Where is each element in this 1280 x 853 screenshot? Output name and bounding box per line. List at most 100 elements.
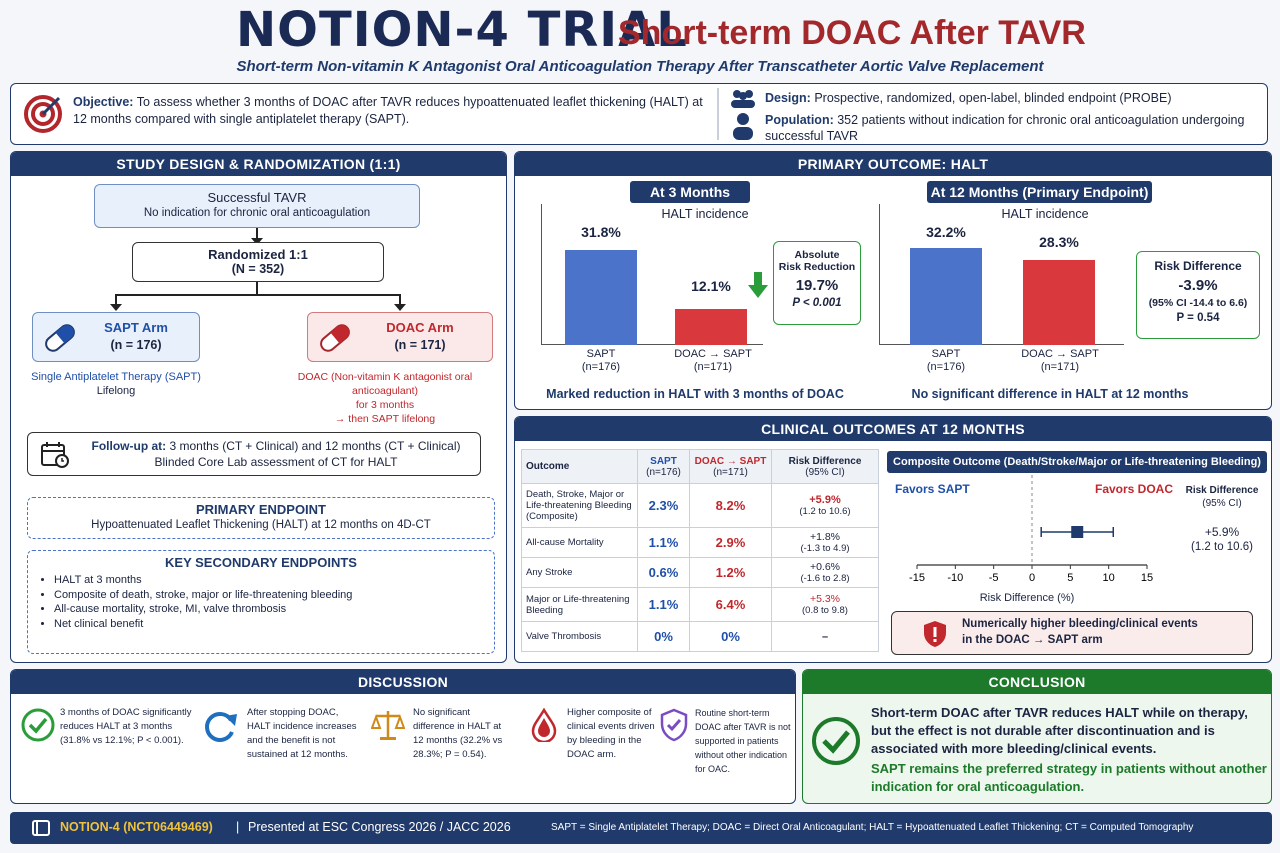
primary-endpoint-box: PRIMARY ENDPOINT Hypoattenuated Leaflet … — [27, 497, 495, 539]
col-rd: Risk Difference (95% CI) — [771, 449, 879, 484]
col-rd-ci: (95% CI) — [805, 466, 845, 478]
objective-text-block: Objective: To assess whether 3 months of… — [73, 94, 713, 128]
arr-box: Absolute Risk Reduction 19.7% P < 0.001 — [773, 241, 861, 325]
secondary-endpoints-head: KEY SECONDARY ENDPOINTS — [165, 555, 357, 570]
sapt-desc-2: Lifelong — [96, 385, 136, 397]
label-12m-doac-name: DOAC → SAPT — [1021, 348, 1099, 360]
primary-endpoint-head: PRIMARY ENDPOINT — [195, 502, 326, 517]
caption-3m: Marked reduction in HALT with 3 months o… — [546, 387, 844, 401]
secondary-endpoint-item: Composite of death, stroke, major or lif… — [54, 588, 494, 603]
col-sapt-label: SAPT — [650, 455, 677, 467]
warning-box: Numerically higher bleeding/clinical eve… — [891, 611, 1253, 655]
forest-tick-label: -15 — [909, 572, 925, 584]
chip-3-months: At 3 Months — [630, 181, 750, 203]
sapt-arm-n: (n = 176) — [110, 338, 162, 352]
followup-text: 3 months (CT + Clinical) and 12 months (… — [169, 439, 461, 453]
row-sapt: 1.1% — [637, 527, 690, 558]
forest-tick-label: -5 — [989, 572, 999, 584]
halt-label-3m: HALT incidence — [661, 207, 749, 221]
book-icon — [32, 820, 50, 836]
blood-drop-icon — [531, 708, 557, 742]
clinical-outcomes-head: CLINICAL OUTCOMES AT 12 MONTHS — [515, 417, 1271, 441]
halt-label-12m: HALT incidence — [1001, 207, 1089, 221]
randomized-title: Randomized 1:1 — [208, 247, 308, 262]
footer-separator: | — [236, 820, 240, 834]
row-rd: +1.8% — [809, 531, 841, 543]
table-row: Valve Thrombosis 0% 0% – — [521, 621, 879, 652]
discussion-text: Routine short-term DOAC after TAVR is no… — [695, 708, 791, 774]
row-doac: 6.4% — [689, 587, 772, 622]
label-12m-sapt-n: (n=176) — [926, 361, 966, 373]
secondary-endpoints-box: KEY SECONDARY ENDPOINTS HALT at 3 months… — [27, 550, 495, 654]
forest-head: Composite Outcome (Death/Stroke/Major or… — [887, 451, 1267, 473]
table-row: Any Stroke 0.6% 1.2% +0.6% (-1.6 to 2.8) — [521, 557, 879, 588]
row-ci: (1.2 to 10.6) — [799, 506, 851, 517]
row-rd-cell: +5.3% (0.8 to 9.8) — [771, 587, 879, 622]
secondary-endpoint-item: Net clinical benefit — [54, 617, 494, 632]
sapt-arm-title: SAPT Arm — [104, 320, 168, 335]
objective-label: Objective: — [73, 95, 134, 109]
row-rd: +5.9% — [809, 494, 841, 506]
row-sapt: 1.1% — [637, 587, 690, 622]
clinical-outcomes-panel: CLINICAL OUTCOMES AT 12 MONTHS Outcome S… — [514, 416, 1272, 663]
capsule-blue-icon — [45, 324, 75, 352]
forest-tick-label: 5 — [1067, 572, 1073, 584]
col-doac: DOAC → SAPT (n=171) — [689, 449, 772, 484]
discussion-text: 3 months of DOAC significantly reduces H… — [60, 707, 192, 746]
row-rd-cell: +0.6% (-1.6 to 2.8) — [771, 557, 879, 588]
label-12m-sapt-name: SAPT — [931, 348, 961, 360]
forest-point-estimate — [1071, 526, 1084, 538]
row-sapt: 2.3% — [637, 483, 690, 528]
discussion-text: Higher composite of clinical events driv… — [567, 707, 655, 760]
check-icon — [21, 708, 55, 742]
discussion-items: 3 months of DOAC significantly reduces H… — [17, 704, 791, 800]
label-3m-doac: DOAC → SAPT (n=171) — [663, 348, 763, 374]
arr-title-2: Risk Reduction — [778, 261, 856, 273]
rd-12m-ci: (95% CI -14.4 to 6.6) — [1148, 297, 1248, 309]
doac-arm-n: (n = 171) — [394, 338, 446, 352]
shield-alert-icon — [924, 621, 946, 647]
primary-endpoint-text: Hypoattenuated Leaflet Thickening (HALT)… — [91, 519, 431, 531]
forest-rd-head: Risk Difference (95% CI) — [1179, 484, 1265, 510]
conclusion-head: CONCLUSION — [803, 670, 1271, 694]
objective-box: Objective: To assess whether 3 months of… — [10, 83, 1268, 145]
forest-rd-head-1: Risk Difference — [1185, 485, 1259, 496]
table-row: Death, Stroke, Major or Life-threatening… — [521, 483, 879, 528]
rd-12m-title: Risk Difference — [1154, 259, 1242, 273]
tavr-sub: No indication for chronic oral anticoagu… — [143, 207, 371, 219]
population-label: Population: — [765, 113, 834, 127]
conclusion-text-1: Short-term DOAC after TAVR reduces HALT … — [871, 705, 1248, 756]
warning-text-2: in the DOAC → SAPT arm — [962, 634, 1103, 646]
row-name: Death, Stroke, Major or Life-threatening… — [521, 483, 638, 528]
row-name: All-cause Mortality — [521, 527, 638, 558]
row-sapt: 0% — [637, 621, 690, 652]
chip-12-months: At 12 Months (Primary Endpoint) — [927, 181, 1152, 203]
caption-12m: No significant difference in HALT at 12 … — [911, 387, 1189, 401]
discussion-panel: DISCUSSION 3 months of DOAC significantl… — [10, 669, 796, 804]
arr-value: 19.7% — [795, 277, 839, 294]
followup-box: Follow-up at: 3 months (CT + Clinical) a… — [27, 432, 481, 476]
forest-rd-ci: (1.2 to 10.6) — [1190, 541, 1253, 553]
label-3m-doac-n: (n=171) — [693, 361, 733, 373]
axes-3m — [541, 204, 763, 345]
rd-12m-value: -3.9% — [1178, 277, 1218, 294]
arr-p: P < 0.001 — [792, 297, 842, 309]
doac-desc-3: → then SAPT lifelong — [334, 413, 436, 425]
bar-12m-doac — [1023, 260, 1095, 345]
bar-12m-sapt — [910, 248, 982, 345]
forest-plot: -15 -10 -5 0 5 10 15 — [909, 475, 1153, 584]
col-outcome: Outcome — [521, 449, 638, 484]
favors-sapt: Favors SAPT — [895, 482, 970, 496]
footer-presented: Presented at ESC Congress 2026 / JACC 20… — [248, 820, 511, 834]
forest-tick-label: 0 — [1029, 572, 1035, 584]
sapt-desc-1: Single Antiplatelet Therapy (SAPT) — [31, 371, 201, 383]
primary-outcome-panel: PRIMARY OUTCOME: HALT At 3 Months HALT i… — [514, 151, 1272, 410]
row-rd: +0.6% — [809, 561, 841, 573]
bar-3m-doac-value: 12.1% — [691, 278, 731, 294]
col-doac-label: DOAC → SAPT — [694, 455, 767, 467]
forest-rd-head-2: (95% CI) — [1202, 498, 1242, 509]
scale-icon — [371, 711, 405, 740]
table-header-row: Outcome SAPT (n=176) DOAC → SAPT (n=171) R… — [521, 449, 879, 484]
forest-xlabel: Risk Difference (%) — [979, 592, 1075, 604]
row-name: Major or Life-threatening Bleeding — [521, 587, 638, 622]
